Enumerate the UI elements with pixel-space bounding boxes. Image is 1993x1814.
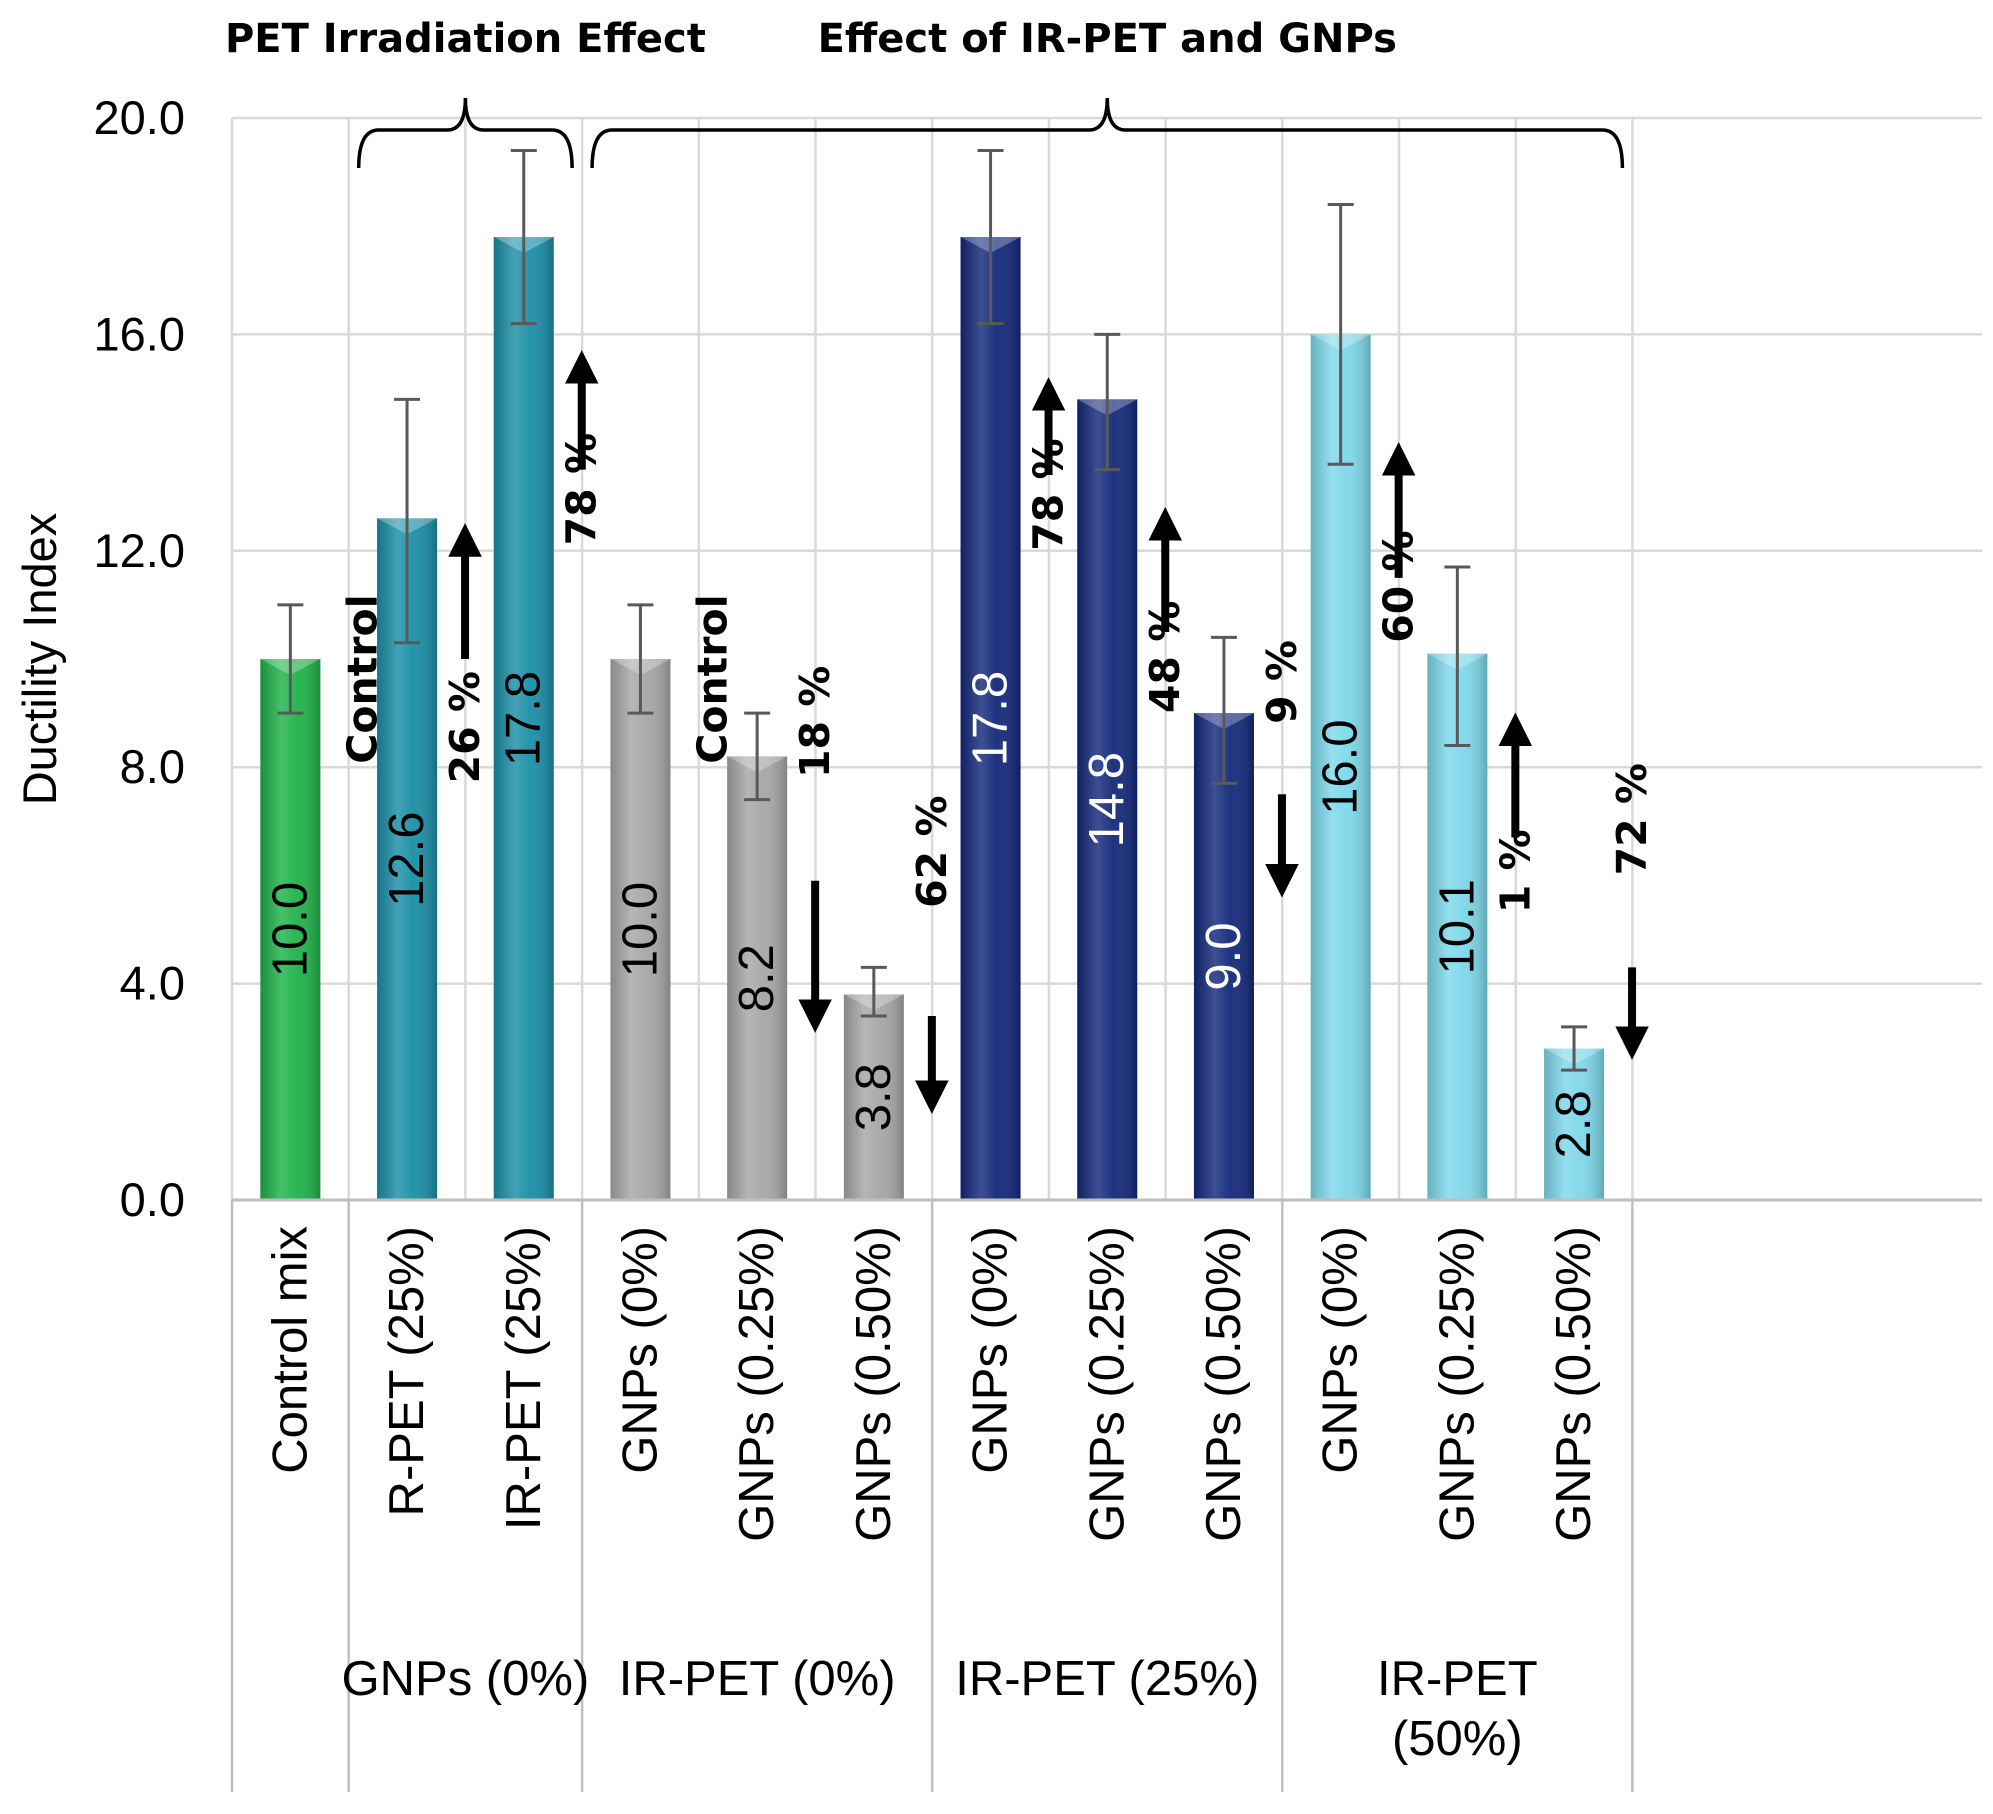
bar-shading <box>1544 1048 1605 1200</box>
y-axis-title: Ductility Index <box>13 513 66 806</box>
bar-shading <box>1077 399 1138 1200</box>
percent-label: 48 % <box>1141 601 1189 713</box>
category-label: GNPs (0.25%) <box>1430 1226 1484 1542</box>
category-label: GNPs (0%) <box>1314 1226 1368 1474</box>
category-label: GNPs (0.50%) <box>847 1226 901 1542</box>
category-label: GNPs (0.25%) <box>730 1226 784 1542</box>
y-tick-label: 8.0 <box>120 740 185 793</box>
bar-value-label: 16.0 <box>1314 720 1368 815</box>
bar-shading <box>493 237 554 1200</box>
control-label: Control <box>338 594 386 764</box>
bar-value-label: 2.8 <box>1547 1090 1601 1158</box>
percent-label: 78 % <box>1025 438 1073 550</box>
category-label: GNPs (0.50%) <box>1547 1226 1601 1542</box>
percent-label: 1 % <box>1491 829 1539 913</box>
bars: 10.0 12.6 17.8 10.0 8.2 3.8 17.8 14.8 9.0 16.0 10.… <box>260 148 1605 1200</box>
bar-value-label: 12.6 <box>380 811 434 906</box>
y-tick-label: 20.0 <box>94 91 185 144</box>
category-label: GNPs (0.25%) <box>1080 1226 1134 1542</box>
percent-label: 72 % <box>1608 763 1656 875</box>
axes: 0.0 4.0 8.0 12.0 16.0 20.0 Ductility Index <box>13 91 1982 1792</box>
bar-value-label: 10.1 <box>1430 879 1484 974</box>
header-bracket <box>356 97 574 169</box>
bar-value-label: 10.0 <box>263 882 317 977</box>
bar-shading <box>727 756 788 1200</box>
header-label: PET Irradiation Effect <box>225 16 706 62</box>
percent-label: 62 % <box>908 795 956 907</box>
category-label: Control mix <box>263 1226 317 1474</box>
category-labels: Control mix R-PET (25%) IR-PET (25%) GNPs (… <box>263 1226 1601 1766</box>
y-tick-label: 4.0 <box>120 957 185 1010</box>
bar-value-label: 8.2 <box>730 944 784 1012</box>
percent-label: 26 % <box>441 671 489 783</box>
header-bracket <box>590 97 1625 169</box>
percent-label: 60 % <box>1375 530 1423 642</box>
bar-value-label: 17.8 <box>497 671 551 766</box>
category-label: GNPs (0.50%) <box>1197 1226 1251 1542</box>
y-tick-label: 16.0 <box>94 307 185 360</box>
bar-value-label: 17.8 <box>964 671 1018 766</box>
header-brackets: PET Irradiation Effect Effect of IR-PET a… <box>225 16 1625 169</box>
percent-label: 18 % <box>791 666 839 778</box>
group-label: IR-PET <box>1377 1652 1538 1706</box>
y-tick-label: 12.0 <box>94 524 185 577</box>
percent-label: 78 % <box>558 433 606 545</box>
annotations: Control Control 26 % 78 % 18 % 62 % 78 % 48 % 9 … <box>338 350 1656 1115</box>
group-label: IR-PET (25%) <box>955 1652 1259 1706</box>
y-tick-label: 0.0 <box>120 1173 185 1226</box>
percent-label: 9 % <box>1258 640 1306 724</box>
bar-value-label: 9.0 <box>1197 922 1251 990</box>
category-label: GNPs (0%) <box>964 1226 1018 1474</box>
control-label: Control <box>688 594 736 764</box>
bar-shading <box>260 659 321 1200</box>
bar-shading <box>843 994 904 1200</box>
group-label: IR-PET (0%) <box>619 1652 896 1706</box>
category-label: R-PET (25%) <box>380 1226 434 1516</box>
category-label: IR-PET (25%) <box>497 1226 551 1530</box>
bar-value-label: 3.8 <box>847 1063 901 1131</box>
bar-value-label: 10.0 <box>613 882 667 977</box>
group-label: GNPs (0%) <box>342 1652 590 1706</box>
bar-shading <box>1193 713 1254 1200</box>
category-label: GNPs (0%) <box>613 1226 667 1474</box>
bar-shading <box>1310 334 1371 1200</box>
bar-value-label: 14.8 <box>1080 752 1134 847</box>
header-label: Effect of IR-PET and GNPs <box>818 16 1397 62</box>
bar-shading <box>610 659 671 1200</box>
bar-shading <box>960 237 1021 1200</box>
group-label: (50%) <box>1392 1712 1523 1766</box>
